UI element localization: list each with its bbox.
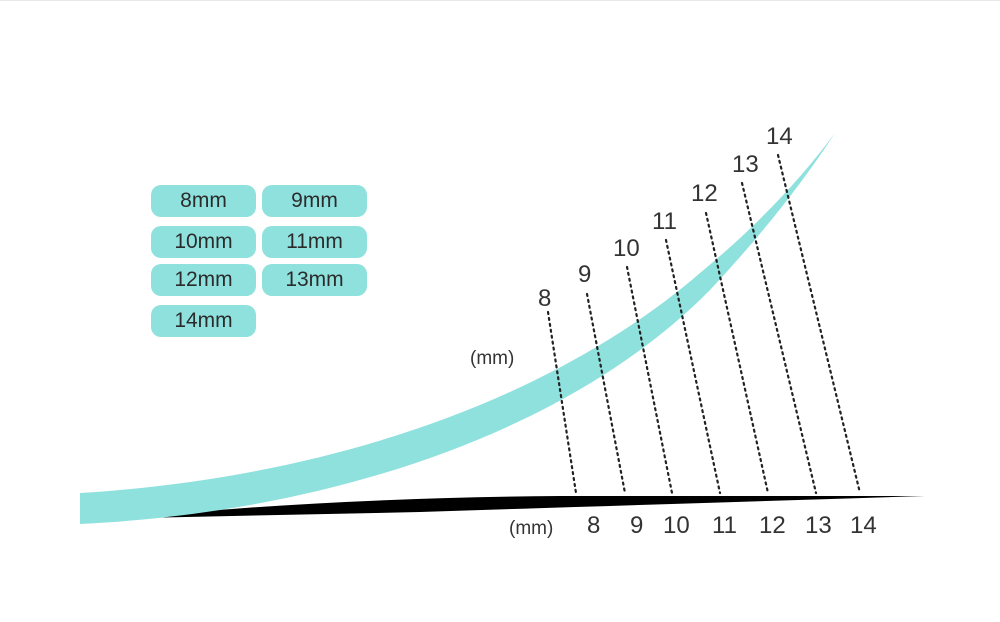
bottom-label-14: 14 [850,512,877,539]
length-option-14mm[interactable]: 14mm [151,305,256,337]
guide-line-8 [546,310,578,495]
top-label-8: 8 [538,285,551,312]
measurement-guides [546,153,862,495]
bottom-label-13: 13 [805,512,832,539]
bottom-label-8: 8 [587,512,600,539]
bottom-label-9: 9 [630,512,643,539]
top-label-12: 12 [691,180,718,207]
bottom-length-labels: 8 9 10 11 12 13 14 [587,512,877,539]
top-label-14: 14 [766,123,793,150]
length-option-10mm[interactable]: 10mm [151,226,256,258]
top-length-labels: 8 9 10 11 12 13 14 [538,123,793,312]
length-option-11mm[interactable]: 11mm [262,226,367,258]
length-option-9mm[interactable]: 9mm [262,185,367,217]
top-label-11: 11 [652,208,677,235]
top-label-9: 9 [578,261,591,288]
guide-line-12 [704,211,770,495]
top-label-13: 13 [732,151,759,178]
top-border-line [0,0,1000,1]
guide-line-11 [664,238,722,495]
guide-line-14 [776,153,862,495]
curved-lash-shape [80,133,835,524]
length-option-13mm[interactable]: 13mm [262,264,367,296]
base-lash-shape [140,496,925,518]
curve-unit-label: (mm) [470,348,514,369]
guide-line-13 [740,181,818,495]
guide-line-10 [625,265,674,495]
base-unit-label: (mm) [509,518,553,539]
guide-line-9 [585,292,627,495]
length-option-12mm[interactable]: 12mm [151,264,256,296]
length-option-8mm[interactable]: 8mm [151,185,256,217]
top-label-10: 10 [613,235,640,262]
bottom-label-11: 11 [712,512,737,539]
bottom-label-12: 12 [759,512,786,539]
bottom-label-10: 10 [663,512,690,539]
